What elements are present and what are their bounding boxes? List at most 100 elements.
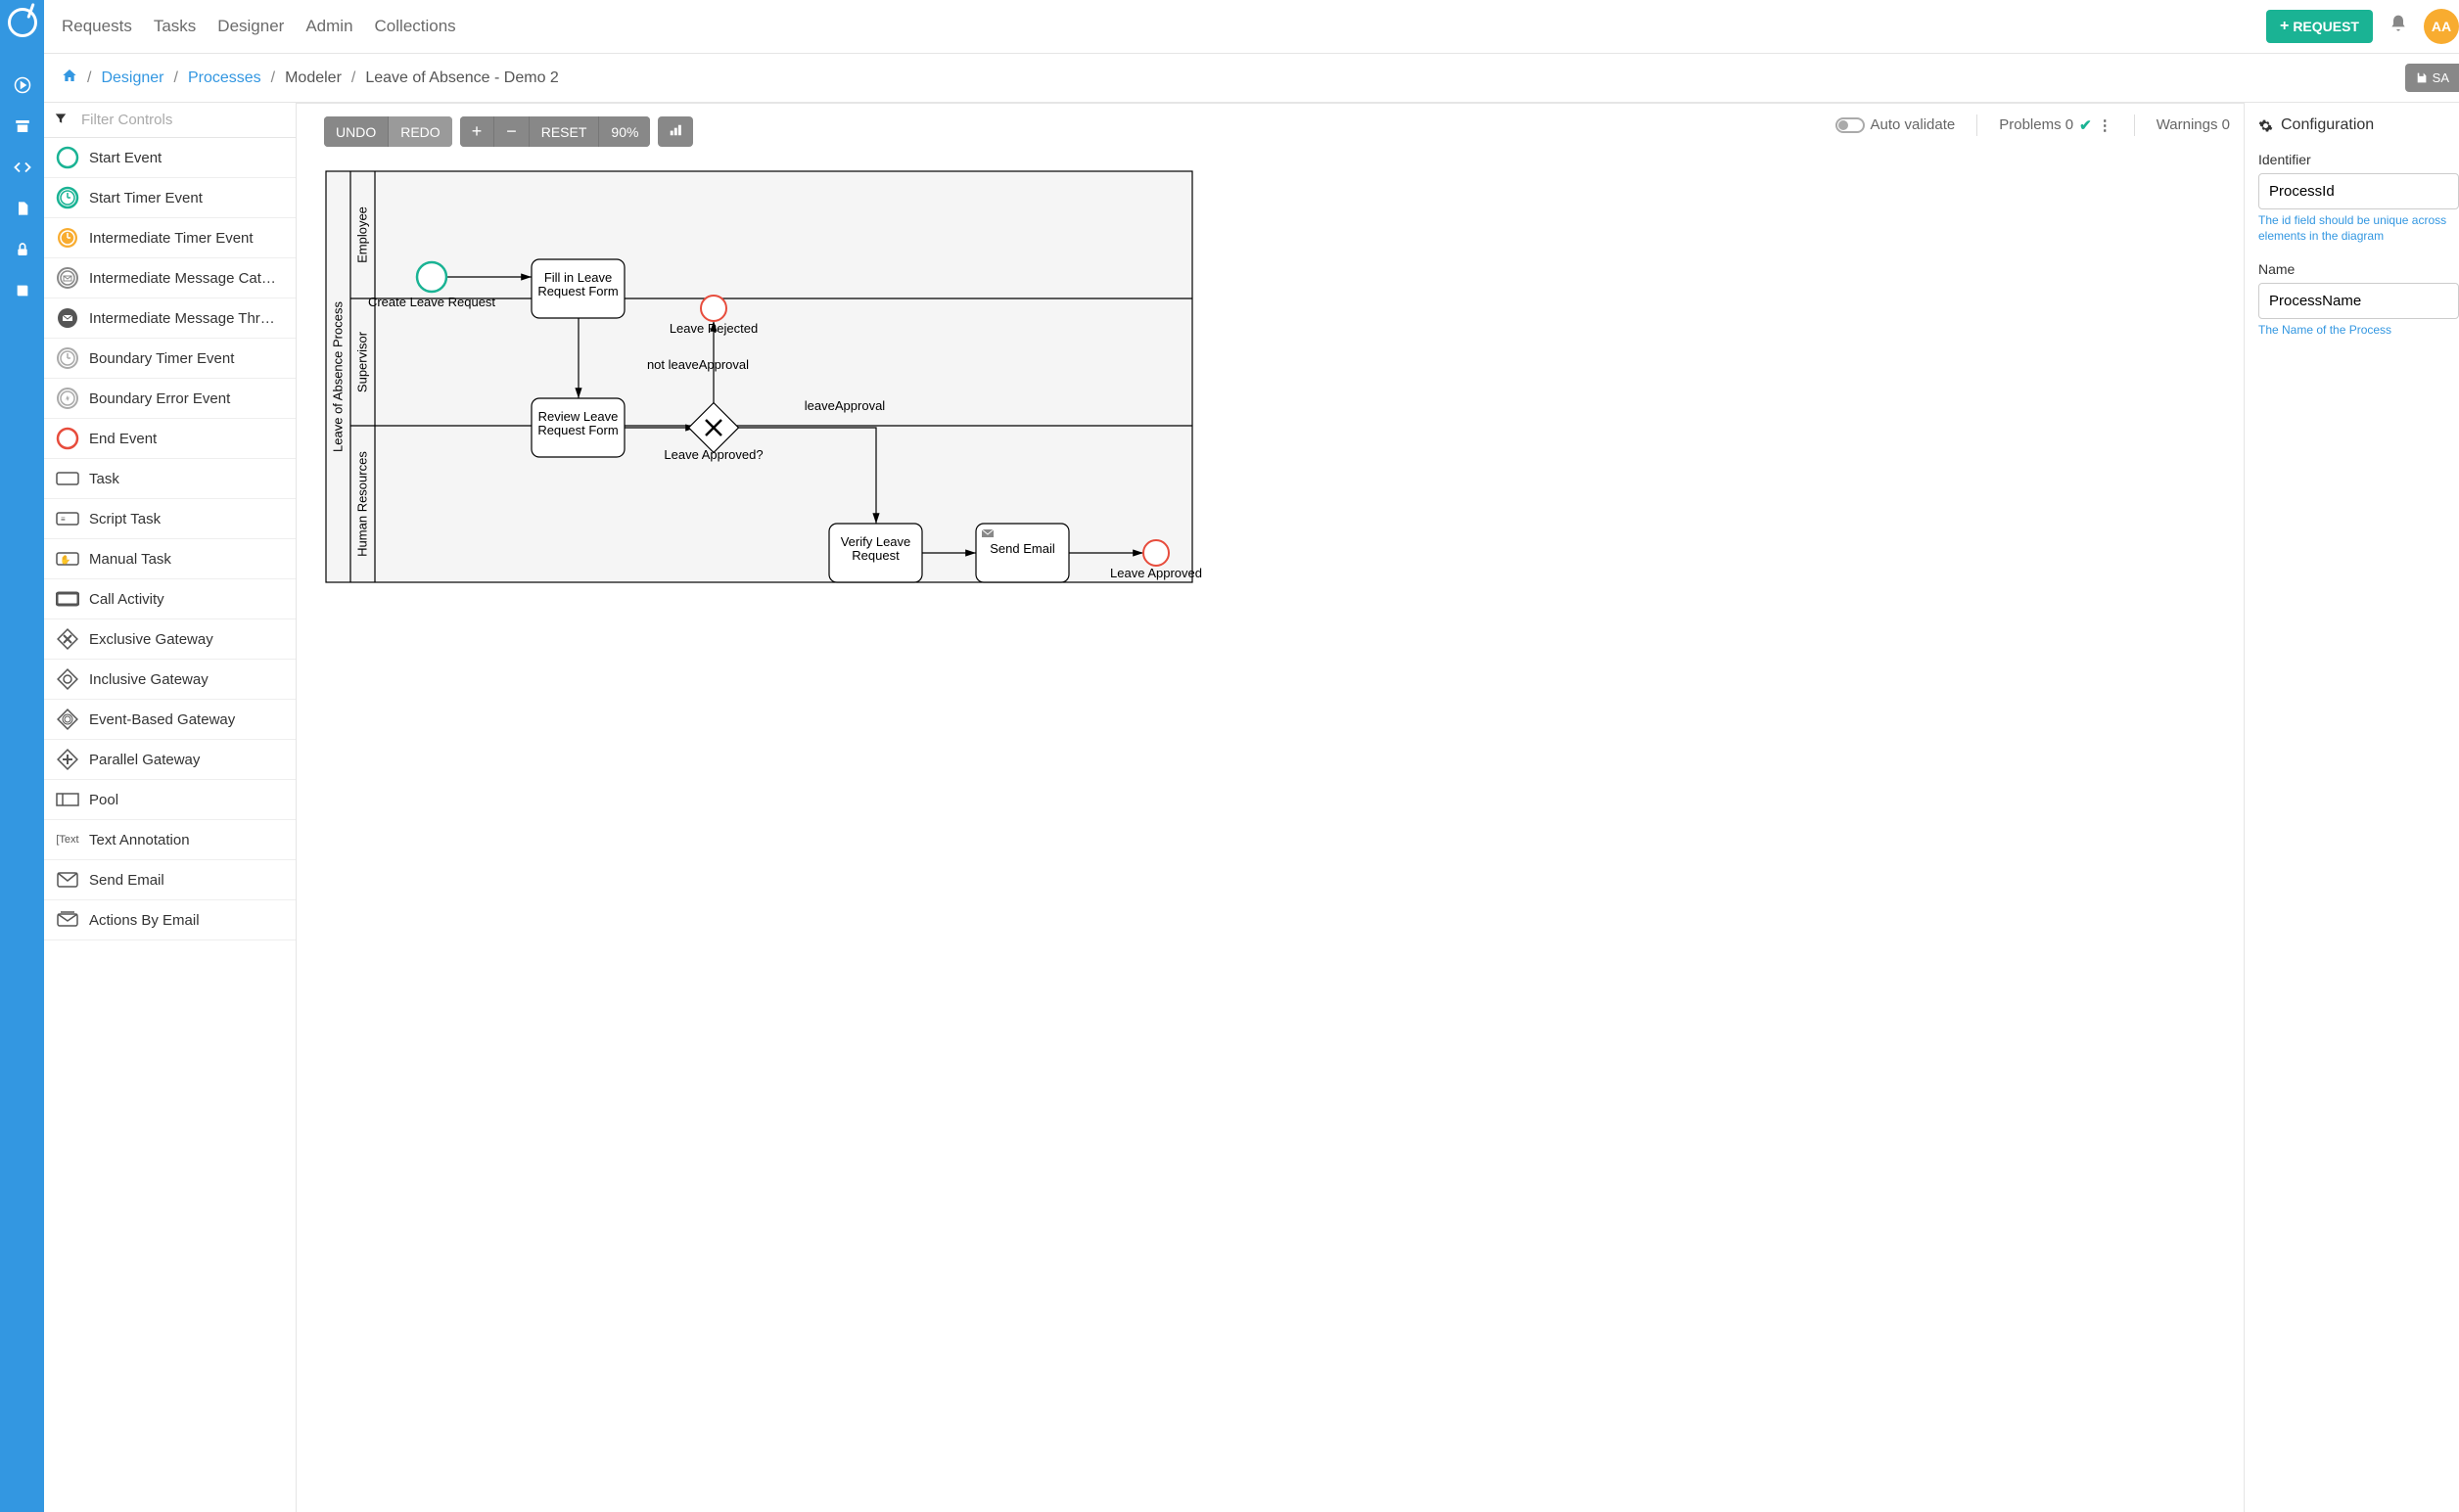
- palette-item-label: Start Event: [89, 150, 162, 166]
- svg-text:Employee: Employee: [355, 206, 370, 263]
- svg-text:Leave of Absence Process: Leave of Absence Process: [331, 301, 346, 452]
- diamond-o-icon: [56, 667, 79, 691]
- undo-button[interactable]: UNDO: [324, 116, 388, 147]
- name-hint: The Name of the Process: [2258, 323, 2459, 339]
- palette-item-intermediate-message-cat-[interactable]: Intermediate Message Cat…: [44, 258, 296, 298]
- breadcrumb-home[interactable]: [62, 68, 77, 88]
- pool-icon: [56, 788, 79, 811]
- name-input[interactable]: [2258, 283, 2459, 319]
- palette-item-label: Send Email: [89, 872, 164, 889]
- code-icon[interactable]: [12, 157, 33, 178]
- save-button[interactable]: SA: [2405, 64, 2459, 92]
- breadcrumb-modeler: Modeler: [285, 69, 342, 87]
- svg-text:Leave Approved: Leave Approved: [1110, 566, 1202, 580]
- nav-collections[interactable]: Collections: [375, 17, 456, 36]
- notifications-icon[interactable]: [2389, 14, 2408, 39]
- minimap-button[interactable]: [658, 116, 693, 147]
- identifier-label: Identifier: [2258, 152, 2459, 167]
- archive-icon[interactable]: [12, 115, 33, 137]
- palette-item-intermediate-timer-event[interactable]: Intermediate Timer Event: [44, 218, 296, 258]
- nav-requests[interactable]: Requests: [62, 17, 132, 36]
- diamond-pentagon-icon: [56, 708, 79, 731]
- breadcrumb: / Designer / Processes / Modeler / Leave…: [62, 68, 559, 88]
- breadcrumb-sep: /: [351, 69, 355, 87]
- palette-item-label: Boundary Timer Event: [89, 350, 234, 367]
- warnings-count[interactable]: Warnings 0: [2157, 116, 2230, 133]
- zoom-out-button[interactable]: −: [493, 116, 529, 147]
- svg-text:Review Leave: Review Leave: [538, 409, 619, 424]
- request-button[interactable]: +REQUEST: [2266, 10, 2373, 43]
- svg-text:Human Resources: Human Resources: [355, 451, 370, 557]
- svg-text:Leave Rejected: Leave Rejected: [670, 321, 758, 336]
- zoom-in-button[interactable]: +: [460, 116, 494, 147]
- palette-item-intermediate-message-thr-[interactable]: Intermediate Message Thr…: [44, 298, 296, 339]
- palette-item-label: Inclusive Gateway: [89, 671, 209, 688]
- palette-item-start-event[interactable]: Start Event: [44, 138, 296, 178]
- palette-item-boundary-timer-event[interactable]: Boundary Timer Event: [44, 339, 296, 379]
- palette-item-inclusive-gateway[interactable]: Inclusive Gateway: [44, 660, 296, 700]
- svg-text:not leaveApproval: not leaveApproval: [647, 357, 749, 372]
- palette-item-send-email[interactable]: Send Email: [44, 860, 296, 900]
- config-panel: Configuration Identifier The id field sh…: [2244, 103, 2459, 1512]
- breadcrumb-processes[interactable]: Processes: [188, 69, 261, 87]
- diamond-x-icon: [56, 627, 79, 651]
- rect-icon: [56, 467, 79, 490]
- palette-item-task[interactable]: Task: [44, 459, 296, 499]
- palette-item-label: Event-Based Gateway: [89, 711, 235, 728]
- avatar[interactable]: AA: [2424, 9, 2459, 44]
- svg-text:Create Leave Request: Create Leave Request: [368, 295, 495, 309]
- svg-text:Request Form: Request Form: [537, 423, 618, 437]
- redo-button[interactable]: REDO: [388, 116, 451, 147]
- palette-item-label: Exclusive Gateway: [89, 631, 213, 648]
- canvas-toolbar: UNDO REDO + − RESET 90%: [324, 116, 693, 147]
- palette-item-parallel-gateway[interactable]: Parallel Gateway: [44, 740, 296, 780]
- book-icon[interactable]: [12, 280, 33, 301]
- svg-text:✋: ✋: [60, 554, 70, 565]
- breadcrumb-sep: /: [271, 69, 275, 87]
- palette-item-text-annotation[interactable]: [TextText Annotation: [44, 820, 296, 860]
- nav-tasks[interactable]: Tasks: [154, 17, 196, 36]
- diamond-plus-icon: [56, 748, 79, 771]
- svg-text:≡: ≡: [61, 515, 66, 524]
- palette-item-boundary-error-event[interactable]: Boundary Error Event: [44, 379, 296, 419]
- palette-item-label: Text Annotation: [89, 832, 190, 848]
- breadcrumb-current: Leave of Absence - Demo 2: [365, 69, 558, 87]
- breadcrumb-designer[interactable]: Designer: [101, 69, 163, 87]
- palette-item-pool[interactable]: Pool: [44, 780, 296, 820]
- app-logo[interactable]: [8, 8, 37, 37]
- filter-input[interactable]: [77, 106, 296, 134]
- nav-admin[interactable]: Admin: [305, 17, 352, 36]
- document-icon[interactable]: [12, 198, 33, 219]
- nav-designer[interactable]: Designer: [217, 17, 284, 36]
- config-title: Configuration: [2258, 116, 2459, 134]
- rect-thick-icon: [56, 587, 79, 611]
- clock-orange-icon: [56, 226, 79, 250]
- play-icon[interactable]: [12, 74, 33, 96]
- palette-item-start-timer-event[interactable]: Start Timer Event: [44, 178, 296, 218]
- palette-item-actions-by-email[interactable]: Actions By Email: [44, 900, 296, 940]
- palette-item-label: Intermediate Message Thr…: [89, 310, 275, 327]
- auto-validate-toggle[interactable]: Auto validate: [1835, 116, 1956, 133]
- breadcrumb-row: / Designer / Processes / Modeler / Leave…: [44, 54, 2459, 103]
- left-rail: [0, 0, 44, 1512]
- svg-text:Request Form: Request Form: [537, 284, 618, 298]
- identifier-input[interactable]: [2258, 173, 2459, 209]
- filter-icon: [44, 112, 77, 128]
- palette-item-call-activity[interactable]: Call Activity: [44, 579, 296, 619]
- palette-item-label: Start Timer Event: [89, 190, 203, 206]
- circle-green-icon: [56, 146, 79, 169]
- palette-item-manual-task[interactable]: ✋Manual Task: [44, 539, 296, 579]
- reset-zoom-button[interactable]: RESET: [529, 116, 599, 147]
- palette-item-script-task[interactable]: ≡Script Task: [44, 499, 296, 539]
- palette-item-event-based-gateway[interactable]: Event-Based Gateway: [44, 700, 296, 740]
- envelope-action-icon: [56, 908, 79, 932]
- palette-item-exclusive-gateway[interactable]: Exclusive Gateway: [44, 619, 296, 660]
- bpmn-diagram[interactable]: Leave of Absence ProcessEmployeeSupervis…: [297, 103, 1246, 651]
- palette-item-end-event[interactable]: End Event: [44, 419, 296, 459]
- svg-text:Leave Approved?: Leave Approved?: [664, 447, 763, 462]
- problems-count[interactable]: Problems 0✔⋮: [1999, 116, 2111, 134]
- palette-item-label: Call Activity: [89, 591, 164, 608]
- lock-icon[interactable]: [12, 239, 33, 260]
- breadcrumb-sep: /: [87, 69, 91, 87]
- circle-red-icon: [56, 427, 79, 450]
